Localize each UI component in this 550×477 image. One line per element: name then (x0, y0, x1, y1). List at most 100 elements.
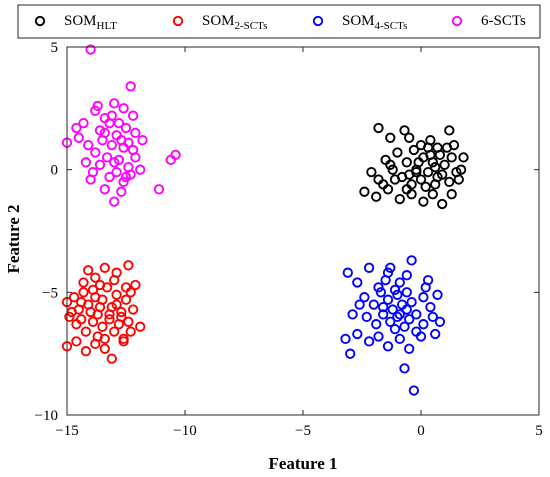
data-point (99, 184, 110, 195)
data-point (153, 184, 165, 195)
data-point (99, 262, 110, 273)
x-tick-label: −10 (173, 423, 196, 439)
data-point (120, 171, 132, 183)
data-point (342, 267, 353, 278)
data-point (441, 142, 453, 153)
data-point (415, 174, 427, 185)
data-point (127, 304, 139, 315)
data-point (406, 179, 417, 190)
data-point (378, 179, 389, 190)
data-point (90, 292, 101, 303)
data-point (127, 110, 139, 121)
data-point (415, 331, 427, 342)
data-point (455, 164, 467, 175)
data-point (104, 314, 115, 325)
data-point (392, 147, 403, 158)
data-point (83, 265, 94, 276)
data-point (418, 319, 429, 330)
data-point (406, 255, 417, 266)
data-point (382, 341, 394, 352)
data-point (340, 333, 351, 345)
data-point (446, 152, 457, 163)
data-point (420, 282, 431, 293)
x-tick-label: 0 (417, 423, 425, 439)
data-point (420, 181, 431, 192)
data-point (394, 333, 405, 345)
legend-entry-label: SOM4-SCTs (342, 13, 407, 32)
data-point (118, 103, 129, 114)
data-point (127, 144, 139, 156)
data-point (437, 198, 448, 210)
data-point (109, 326, 120, 337)
y-tick-label: 5 (51, 40, 59, 56)
data-point (394, 309, 405, 320)
data-point (83, 139, 94, 151)
data-point (359, 186, 370, 197)
data-point (373, 331, 384, 342)
y-axis-label: Feature 2 (4, 204, 23, 273)
data-point (104, 309, 115, 320)
data-point (446, 189, 457, 200)
data-point (352, 328, 363, 340)
data-point (116, 135, 127, 146)
data-point (404, 132, 415, 143)
data-point (90, 272, 101, 283)
data-point (71, 319, 82, 330)
data-point (352, 277, 363, 288)
data-point (389, 323, 401, 335)
data-point (94, 279, 106, 291)
data-point (363, 262, 375, 273)
data-point (80, 157, 92, 168)
data-point (427, 311, 438, 323)
data-point (120, 282, 132, 293)
data-point (165, 154, 176, 166)
data-point (99, 343, 110, 354)
x-tick-label: 5 (535, 423, 543, 439)
data-point (425, 149, 436, 161)
data-point (80, 346, 92, 357)
x-axis-label: Feature 1 (268, 454, 337, 473)
data-point (97, 321, 108, 332)
data-point (382, 294, 394, 305)
data-point (392, 289, 403, 300)
data-point (371, 191, 382, 202)
data-point (106, 353, 117, 364)
series-group (359, 122, 469, 210)
data-point (90, 338, 101, 350)
data-point (85, 306, 96, 318)
data-point (68, 292, 80, 303)
data-point (394, 193, 405, 205)
data-point (432, 171, 443, 183)
data-point (109, 98, 120, 109)
plot-frame (66, 46, 540, 416)
data-point (387, 164, 398, 175)
data-point (401, 287, 412, 298)
data-point (411, 309, 422, 320)
data-point (422, 166, 434, 178)
data-point (135, 164, 146, 175)
data-point (378, 309, 389, 320)
data-point (401, 270, 412, 281)
data-point (444, 125, 455, 136)
data-point (106, 110, 117, 121)
data-point (408, 144, 420, 156)
data-point (394, 277, 405, 288)
y-tick-label: 0 (51, 163, 59, 179)
data-point (73, 132, 84, 143)
data-point (113, 117, 125, 129)
data-point (137, 135, 148, 146)
data-point (371, 319, 382, 330)
plot-area (61, 44, 469, 396)
data-point (413, 157, 424, 168)
data-point (87, 316, 99, 327)
data-point (385, 132, 396, 143)
data-point (116, 311, 127, 323)
data-point (80, 326, 92, 337)
legend-marker (34, 15, 46, 27)
data-point (85, 44, 96, 55)
data-point (385, 159, 396, 170)
x-tick-label: −5 (295, 423, 311, 439)
axes: −15 −10 −5 0 5−10−505 (35, 40, 543, 439)
data-point (123, 260, 134, 271)
legend-entry-label: SOMHLT (64, 13, 117, 32)
